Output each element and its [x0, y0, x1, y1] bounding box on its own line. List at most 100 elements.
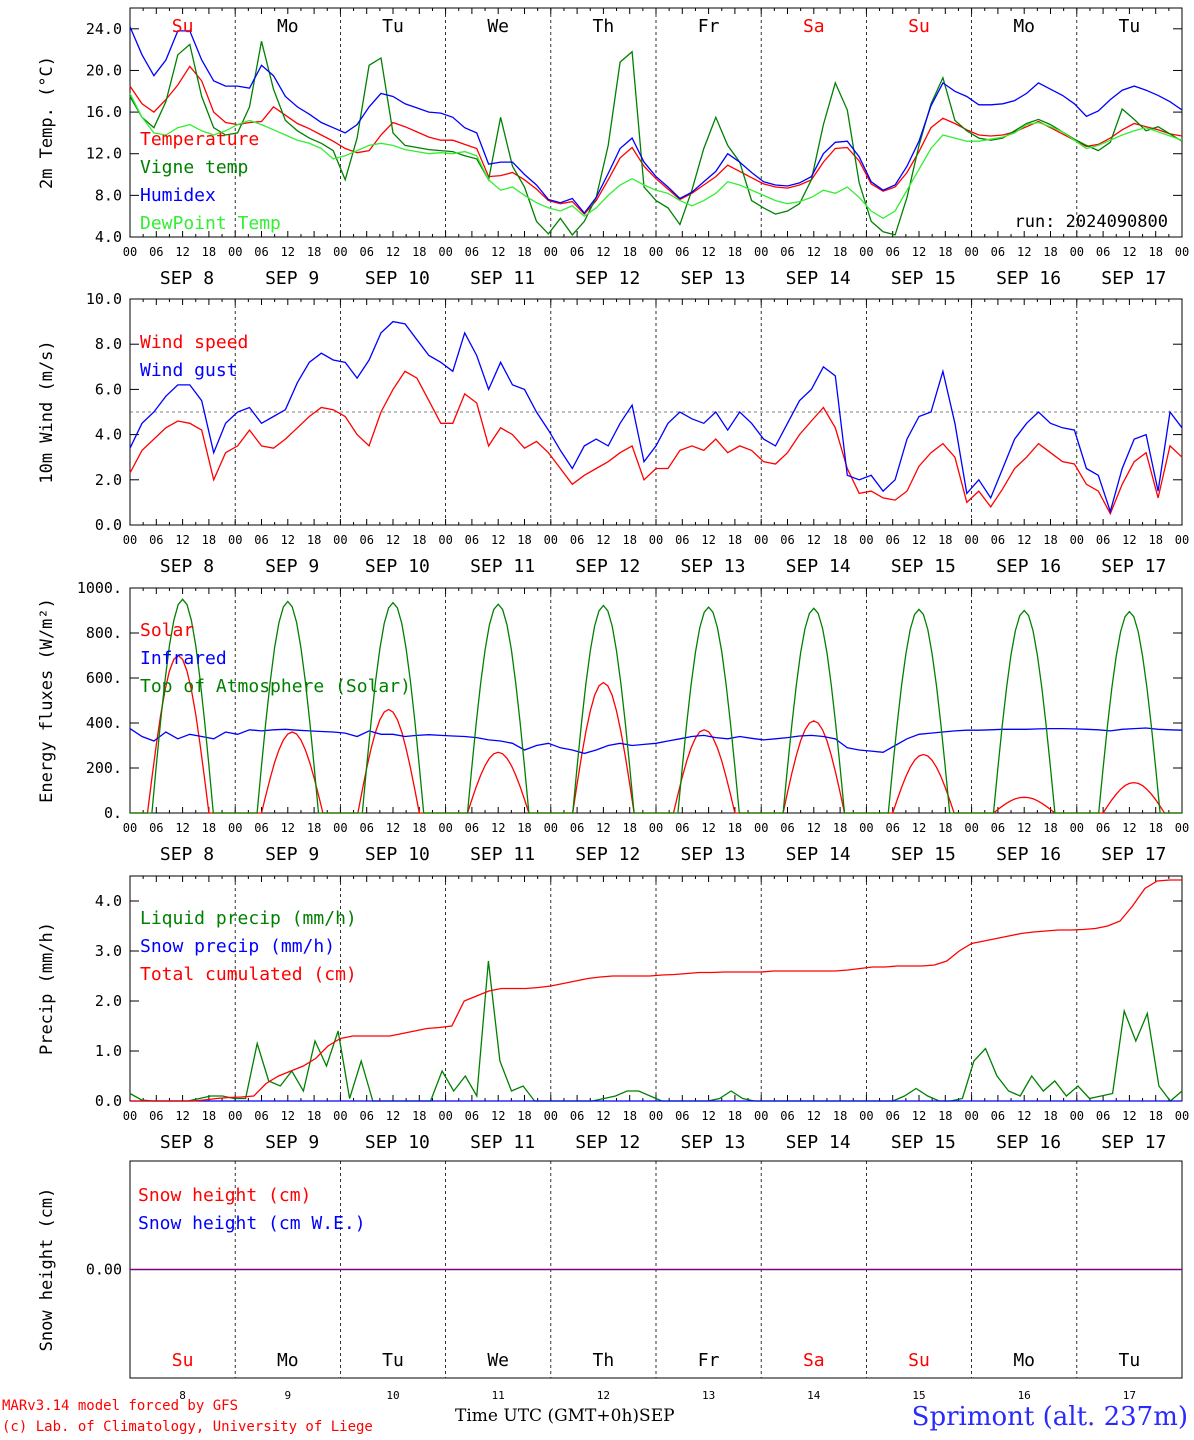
- hour-label: 18: [1043, 533, 1057, 547]
- hour-label: 18: [938, 821, 952, 835]
- hour-label: 12: [807, 821, 821, 835]
- hour-label: 00: [754, 533, 768, 547]
- hour-label: 06: [254, 821, 268, 835]
- y-tick-label: 2.0: [95, 471, 122, 489]
- hour-label: 18: [728, 821, 742, 835]
- date-label: SEP 9: [265, 1132, 319, 1153]
- hour-label: 06: [1096, 1109, 1110, 1123]
- hour-label: 00: [964, 1109, 978, 1123]
- day-name: Mo: [277, 1350, 299, 1371]
- hour-label: 18: [202, 821, 216, 835]
- hour-label: 06: [780, 245, 794, 259]
- y-tick-label: 24.0: [86, 20, 122, 38]
- date-label: SEP 17: [1101, 556, 1166, 577]
- hour-label: 00: [649, 1109, 663, 1123]
- credit-model: MARv3.14 model forced by GFS: [2, 1398, 239, 1414]
- hour-label: 00: [964, 533, 978, 547]
- hour-label: 18: [622, 1109, 636, 1123]
- hour-label: 18: [202, 533, 216, 547]
- date-label: SEP 11: [470, 1132, 535, 1153]
- hour-label: 06: [675, 1109, 689, 1123]
- hour-label: 12: [912, 1109, 926, 1123]
- legend-entry: Snow height (cm W.E.): [138, 1213, 366, 1234]
- y-tick-label: 8.0: [95, 335, 122, 353]
- date-label: SEP 12: [575, 268, 640, 289]
- hour-label: 12: [912, 821, 926, 835]
- hour-label: 00: [754, 1109, 768, 1123]
- date-label: SEP 13: [680, 844, 745, 865]
- hour-label: 00: [1175, 1109, 1189, 1123]
- hour-label: 18: [412, 245, 426, 259]
- hour-label: 00: [1070, 821, 1084, 835]
- date-label: SEP 10: [365, 556, 430, 577]
- legend-entry: DewPoint Temp: [140, 213, 281, 234]
- hour-label: 00: [438, 1109, 452, 1123]
- hour-label: 18: [938, 533, 952, 547]
- day-name: Tu: [382, 16, 404, 37]
- legend-entry: Total cumulated (cm): [140, 964, 357, 985]
- date-label: SEP 8: [160, 268, 214, 289]
- hour-label: 06: [359, 533, 373, 547]
- hour-label: 12: [701, 821, 715, 835]
- day-name: Tu: [1119, 16, 1141, 37]
- day-name: Fr: [698, 1350, 720, 1371]
- y-tick-label: 200.: [86, 759, 122, 777]
- hour-label: 12: [281, 533, 295, 547]
- xaxis-title: Time UTC (GMT+0h)SEP: [455, 1406, 675, 1426]
- hour-label: 12: [175, 821, 189, 835]
- hour-label: 06: [149, 533, 163, 547]
- hour-label: 00: [1070, 533, 1084, 547]
- date-label: SEP 10: [365, 268, 430, 289]
- day-number: 17: [1123, 1389, 1136, 1402]
- day-number: 8: [179, 1389, 186, 1402]
- hour-label: 00: [123, 1109, 137, 1123]
- hour-label: 18: [517, 245, 531, 259]
- hour-label: 00: [228, 533, 242, 547]
- hour-label: 12: [491, 245, 505, 259]
- date-label: SEP 14: [786, 268, 851, 289]
- y-tick-label: 16.0: [86, 103, 122, 121]
- hour-label: 12: [386, 533, 400, 547]
- day-name: Th: [593, 16, 615, 37]
- hour-label: 18: [1043, 245, 1057, 259]
- hour-label: 18: [517, 821, 531, 835]
- hour-label: 00: [123, 533, 137, 547]
- series-line: [130, 879, 1182, 1102]
- hour-label: 06: [149, 245, 163, 259]
- hour-label: 18: [1043, 821, 1057, 835]
- day-name: Th: [593, 1350, 615, 1371]
- hour-label: 18: [833, 1109, 847, 1123]
- day-name: Sa: [803, 1350, 825, 1371]
- hour-label: 12: [491, 533, 505, 547]
- hour-label: 00: [544, 821, 558, 835]
- hour-label: 12: [1122, 821, 1136, 835]
- hour-label: 00: [859, 1109, 873, 1123]
- y-tick-label: 6.0: [95, 380, 122, 398]
- y-tick-label: 0.0: [95, 1092, 122, 1110]
- y-tick-label: 8.0: [95, 186, 122, 204]
- hour-label: 06: [254, 245, 268, 259]
- y-axis-label: 2m Temp. (°C): [37, 56, 57, 189]
- day-number: 14: [807, 1389, 821, 1402]
- hour-label: 12: [912, 533, 926, 547]
- hour-label: 18: [728, 245, 742, 259]
- hour-label: 06: [885, 245, 899, 259]
- hour-label: 18: [412, 821, 426, 835]
- date-label: SEP 10: [365, 1132, 430, 1153]
- date-label: SEP 17: [1101, 268, 1166, 289]
- hour-label: 12: [807, 533, 821, 547]
- hour-label: 12: [491, 821, 505, 835]
- date-label: SEP 15: [891, 844, 956, 865]
- hour-label: 18: [412, 1109, 426, 1123]
- hour-label: 00: [228, 1109, 242, 1123]
- series-line: [129, 320, 1183, 514]
- y-axis-label: 10m Wind (m/s): [37, 340, 57, 483]
- date-label: SEP 13: [680, 556, 745, 577]
- hour-label: 00: [333, 533, 347, 547]
- hour-label: 06: [359, 245, 373, 259]
- hour-label: 00: [1175, 821, 1189, 835]
- hour-label: 06: [465, 245, 479, 259]
- legend-entry: Temperature: [140, 129, 259, 150]
- hour-label: 12: [596, 821, 610, 835]
- hour-label: 12: [807, 1109, 821, 1123]
